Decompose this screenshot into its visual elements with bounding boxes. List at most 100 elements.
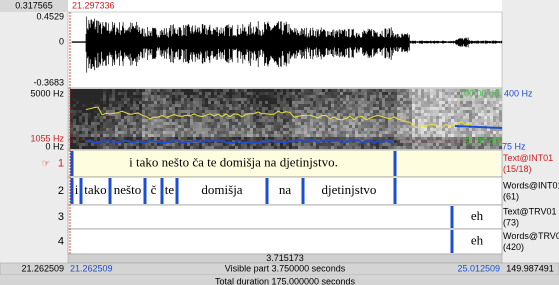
spectrogram-cell [364,128,367,131]
spectrogram-cell [412,128,415,131]
spectrogram-cell [304,119,307,122]
spectrogram-cell [136,119,139,122]
spectrogram-cell [484,131,487,134]
spectrogram-cell [385,92,388,95]
spectrogram-cell [112,143,115,146]
spectrogram-cell [340,131,343,134]
spectrogram-cell [388,113,391,116]
spectrogram-cell [118,134,121,137]
spectrogram-cell [181,92,184,95]
spectrogram-cell [418,122,421,125]
interval-text: domišja [201,182,242,197]
spectrogram-cell [235,104,238,107]
spectrogram-cell [205,143,208,146]
spectrogram-cell [301,143,304,146]
spectrogram-cell [484,113,487,116]
spectrogram-cell [244,137,247,140]
spectrogram-cell [127,146,130,149]
spectrogram-cell [307,134,310,137]
spectrogram-cell [130,95,133,98]
spectrogram-cell [379,104,382,107]
spectrogram-cell [409,140,412,143]
spectrogram-cell [238,104,241,107]
spectrogram-cell [139,98,142,101]
spectrogram-cell [181,122,184,125]
spectrogram-cell [295,113,298,116]
spectrogram-cell [244,107,247,110]
spectrogram-cell [328,119,331,122]
spectrogram-cell [151,137,154,140]
spectrogram-cell [115,125,118,128]
spectrogram-cell [274,125,277,128]
spectrogram-cell [415,95,418,98]
spectrogram-cell [229,98,232,101]
spectrogram-cell [325,128,328,131]
spectrogram-cell [139,134,142,137]
spectrogram-cell [340,113,343,116]
tier-name: Text@TRV01 [503,206,557,216]
spectrogram-cell [364,98,367,101]
spectrogram-cell [427,98,430,101]
spectrogram-cell [103,119,106,122]
spectrogram-cell [316,137,319,140]
spectrogram-cell [253,119,256,122]
spectrogram-cell [217,146,220,149]
spectrogram-cell [100,128,103,131]
spectrogram-cell [496,98,499,101]
spectrogram-cell [370,107,373,110]
spectrogram-cell [271,92,274,95]
spectrogram-cell [439,92,442,95]
spectrogram-cell [340,143,343,146]
spectrogram-cell [499,107,502,110]
spectrogram-cell [91,146,94,149]
spectrogram-cell [175,134,178,137]
spectrogram-cell [235,92,238,95]
spectrogram-cell [295,92,298,95]
spectrogram-cell [190,134,193,137]
spectrogram-cell [427,104,430,107]
spectrogram-cell [304,104,307,107]
spectrogram-cell [178,131,181,134]
spectrogram-cell [436,116,439,119]
spectrogram-cell [298,95,301,98]
spectrogram-cell [394,131,397,134]
spectrogram-cell [145,92,148,95]
spectrogram-cell [328,92,331,95]
spectrogram-cell [352,110,355,113]
spectrogram-cell [388,143,391,146]
tier-name: Text@INT01 [503,153,553,163]
spectrogram-cell [166,92,169,95]
spectrogram-cell [202,134,205,137]
spectrogram-cell [370,146,373,149]
spectrogram-cell [352,95,355,98]
spectrogram-cell [343,137,346,140]
spectrogram-cell [136,122,139,125]
spectrogram-cell [433,98,436,101]
spectrogram-cell [208,131,211,134]
spectrogram-cell [205,104,208,107]
spectrogram-cell [169,104,172,107]
spectrogram-cell [400,104,403,107]
spectrogram-cell [382,110,385,113]
spectrogram-cell [391,101,394,104]
spectrogram-cell [421,98,424,101]
spectrogram-cell [448,122,451,125]
spectrogram-cell [127,89,130,92]
spectrogram-cell [229,128,232,131]
spectrogram-cell [385,110,388,113]
interval-text: djetinjstvo [322,182,377,197]
spectrogram-cell [109,92,112,95]
spectrogram-cell [319,146,322,149]
spectrogram-cell [349,131,352,134]
spectrogram-cell [253,95,256,98]
spectrogram-cell [316,131,319,134]
spectrogram-cell [289,89,292,92]
spectrogram-cell [364,143,367,146]
spectrogram-cell [484,98,487,101]
spectrogram-cell [457,131,460,134]
spectrogram-cell [151,92,154,95]
spectrogram-cell [91,113,94,116]
spectrogram-cell [433,116,436,119]
spectrogram-cell [154,98,157,101]
spectrogram-cell [157,128,160,131]
